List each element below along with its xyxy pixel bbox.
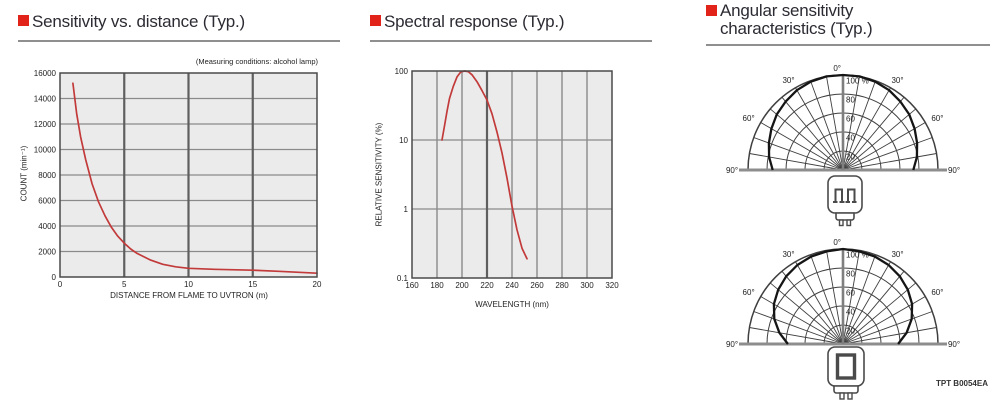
plot-frame (411, 70, 613, 279)
red-square-bullet (18, 15, 29, 26)
svg-text:80: 80 (846, 270, 855, 279)
tick-labels: 0.1 1 10 100 160 180 200 220 240 260 280 300 320 (395, 67, 620, 290)
svg-text:60°: 60° (931, 114, 943, 123)
plot-frame (59, 72, 318, 278)
wavelength-x-axis-label: WAVELENGTH (nm) (475, 300, 549, 309)
side-view-sensitivity-curve (772, 247, 914, 345)
panel-title-line1: Angular sensitivity (720, 1, 854, 20)
svg-text:1: 1 (404, 205, 409, 214)
svg-text:100: 100 (395, 67, 409, 76)
front-view-labels: 20 40 60 80 100 % 0° 30° 30° 60° 60° 90° 90° (726, 64, 960, 175)
svg-text:0°: 0° (833, 238, 841, 247)
svg-text:0°: 0° (833, 64, 841, 73)
red-square-bullet (370, 15, 381, 26)
svg-text:4000: 4000 (38, 222, 56, 231)
red-square-bullet (706, 5, 717, 16)
svg-text:0.1: 0.1 (397, 274, 409, 283)
document-code: TPT B0054EA (935, 379, 988, 388)
svg-text:20: 20 (846, 153, 855, 162)
front-view-sensitivity-curve (767, 73, 919, 171)
svg-text:60°: 60° (931, 288, 943, 297)
svg-text:280: 280 (555, 281, 569, 290)
svg-text:14000: 14000 (34, 94, 57, 103)
svg-text:160: 160 (405, 281, 419, 290)
spectral-response-chart: 0.1 1 10 100 160 180 200 220 240 260 280 300 320 (395, 67, 620, 290)
svg-text:12000: 12000 (34, 120, 57, 129)
svg-text:6000: 6000 (38, 196, 56, 205)
svg-text:30°: 30° (782, 250, 794, 259)
uvtron-bulb-front-icon (827, 175, 863, 227)
panel-title-text: Sensitivity vs. distance (Typ.) (32, 12, 245, 31)
svg-text:0: 0 (52, 273, 57, 282)
sensitivity-vs-distance-chart: 0 2000 4000 6000 8000 10000 12000 14000 16000 0 5 1… (34, 69, 322, 289)
angular-sensitivity-charts: 20 40 60 80 100 % 0° 30° 30° 60° 60° 90° 90° 20 40 60 8… (726, 64, 960, 400)
svg-text:2000: 2000 (38, 247, 56, 256)
side-view-grid (739, 248, 947, 346)
svg-text:30°: 30° (891, 250, 903, 259)
svg-text:20: 20 (313, 280, 322, 289)
svg-text:10: 10 (399, 136, 408, 145)
svg-text:10000: 10000 (34, 145, 57, 154)
svg-text:100 %: 100 % (846, 251, 869, 260)
svg-text:60°: 60° (743, 288, 755, 297)
gridlines (412, 71, 612, 278)
panel-title-text: Spectral response (Typ.) (384, 12, 565, 31)
svg-text:8000: 8000 (38, 171, 56, 180)
svg-text:20: 20 (846, 327, 855, 336)
tick-labels: 0 2000 4000 6000 8000 10000 12000 14000 16000 0 5 1… (34, 69, 322, 289)
side-view-labels: 20 40 60 80 100 % 0° 30° 30° 60° 60° 90° 90° (726, 238, 960, 349)
svg-text:60°: 60° (743, 114, 755, 123)
svg-text:30°: 30° (891, 76, 903, 85)
panel-title-line2: characteristics (Typ.) (720, 19, 873, 38)
panel-title-text: Angular sensitivity characteristics (Typ… (720, 1, 873, 38)
count-vs-distance-curve (72, 82, 318, 275)
svg-text:90°: 90° (948, 166, 960, 175)
svg-text:40: 40 (846, 308, 855, 317)
panel-title-angular-sensitivity: Angular sensitivity characteristics (Typ… (706, 1, 873, 38)
svg-text:260: 260 (530, 281, 544, 290)
uvtron-bulb-side-icon (827, 346, 865, 400)
title-underline (370, 40, 652, 42)
svg-text:60: 60 (846, 289, 855, 298)
panel-title-sensitivity-vs-distance: Sensitivity vs. distance (Typ.) (18, 12, 245, 32)
measuring-conditions-note: (Measuring conditions: alcohol lamp) (195, 57, 318, 66)
svg-text:320: 320 (605, 281, 619, 290)
svg-text:40: 40 (846, 134, 855, 143)
svg-text:100 %: 100 % (846, 77, 869, 86)
title-underline (18, 40, 340, 42)
svg-text:0: 0 (58, 280, 63, 289)
spectral-response-curve (441, 70, 528, 260)
svg-text:180: 180 (430, 281, 444, 290)
panel-title-spectral-response: Spectral response (Typ.) (370, 12, 565, 32)
svg-text:90°: 90° (726, 166, 738, 175)
svg-text:90°: 90° (726, 340, 738, 349)
svg-text:240: 240 (505, 281, 519, 290)
svg-text:5: 5 (122, 280, 127, 289)
svg-text:300: 300 (580, 281, 594, 290)
svg-text:60: 60 (846, 115, 855, 124)
svg-text:90°: 90° (948, 340, 960, 349)
svg-text:200: 200 (455, 281, 469, 290)
svg-text:80: 80 (846, 96, 855, 105)
title-underline (706, 44, 990, 46)
svg-text:10: 10 (184, 280, 193, 289)
svg-text:30°: 30° (782, 76, 794, 85)
svg-text:15: 15 (248, 280, 257, 289)
distance-x-axis-label: DISTANCE FROM FLAME TO UVTRON (m) (110, 291, 268, 300)
svg-text:16000: 16000 (34, 69, 57, 78)
svg-text:220: 220 (480, 281, 494, 290)
